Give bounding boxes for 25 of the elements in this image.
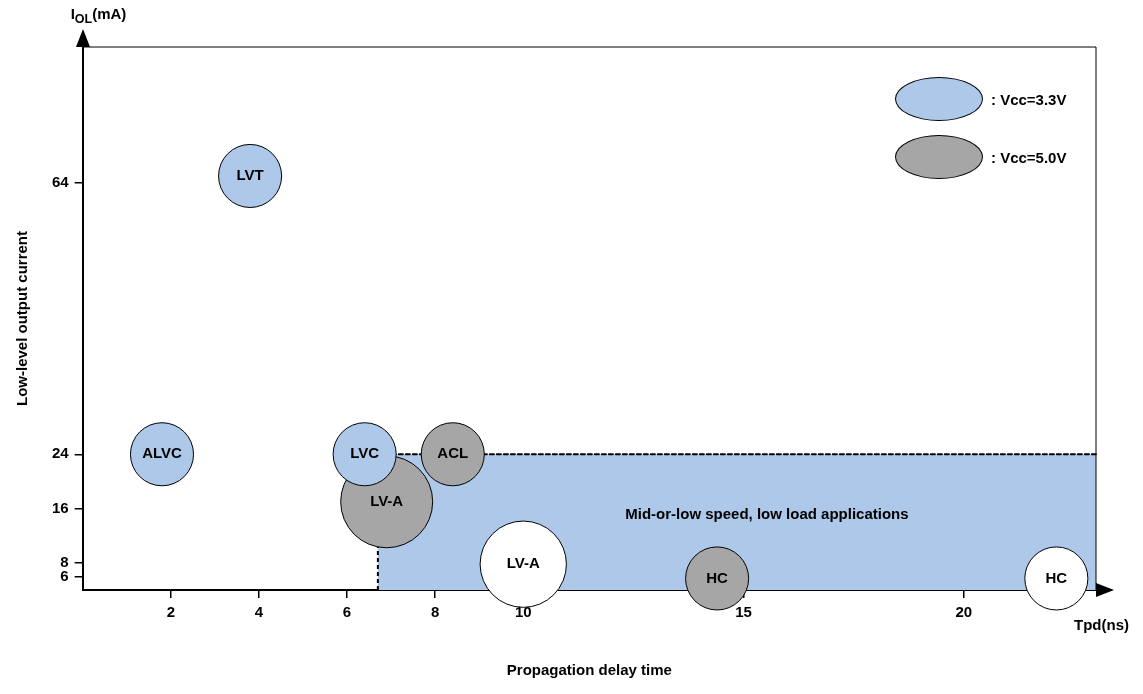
y-tick-label: 64 — [52, 172, 70, 190]
text: : Vcc=3.3V — [991, 90, 1067, 108]
annotation: HC — [706, 568, 729, 586]
x-axis-title: Propagation delay time — [506, 661, 672, 679]
x-tick-label: 10 — [514, 603, 532, 621]
text: : Vcc=5.0V — [991, 148, 1067, 166]
x-tick-label: 4 — [254, 603, 264, 621]
annotation: LV-A — [506, 554, 540, 572]
x-tick-label: 8 — [430, 603, 440, 621]
band-label: Mid-or-low speed, low load applications — [625, 505, 909, 523]
x-tick-label: 2 — [166, 603, 175, 621]
y-axis-title: Low-level output current — [13, 230, 31, 407]
text: Tpd(ns) — [1074, 616, 1129, 633]
x-tick-label: 6 — [342, 603, 352, 621]
annotation: ACL — [437, 444, 469, 462]
annotation: LVT — [236, 166, 264, 184]
y-tick-label: 16 — [52, 498, 69, 516]
text: I$_{OL}$(mA) — [70, 5, 127, 26]
annotation: HC — [1045, 568, 1068, 586]
annotation: LVC — [350, 444, 380, 462]
x-tick-label: 20 — [955, 603, 973, 621]
y-tick-label: 24 — [52, 444, 70, 462]
annotation: ALVC — [142, 444, 183, 462]
annotation: LV-A — [370, 491, 404, 509]
x-tick-label: 15 — [735, 603, 752, 621]
